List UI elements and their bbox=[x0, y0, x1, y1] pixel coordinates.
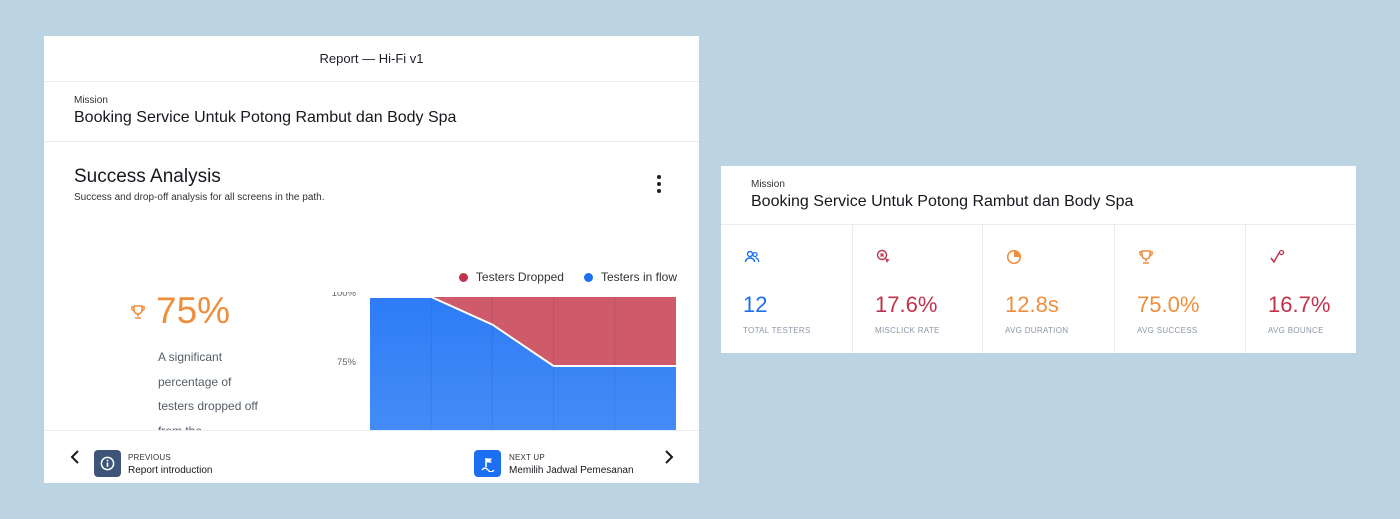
stat-misclick-rate: 17.6% MISCLICK RATE bbox=[853, 225, 983, 353]
legend-item-in-flow[interactable]: Testers in flow bbox=[583, 270, 677, 284]
next-arrow-icon[interactable] bbox=[662, 448, 676, 466]
series-area-testers-in-flow bbox=[370, 297, 676, 432]
stat-avg-success: 75.0% AVG SUCCESS bbox=[1115, 225, 1246, 353]
chart-legend: Testers Dropped Testers in flow bbox=[458, 270, 677, 284]
stat-total-testers: 12 TOTAL TESTERS bbox=[721, 225, 853, 353]
users-icon bbox=[744, 250, 760, 263]
series-area-testers-dropped bbox=[370, 297, 676, 366]
flow-boundary-line bbox=[370, 296, 676, 367]
success-description: A significant percentage of testers drop… bbox=[158, 350, 258, 438]
section-subtitle: Success and drop-off analysis for all sc… bbox=[74, 192, 325, 203]
misclick-icon bbox=[876, 249, 890, 263]
next-screen-tile[interactable] bbox=[474, 450, 501, 477]
stat-label: AVG BOUNCE bbox=[1268, 326, 1324, 335]
trophy-icon bbox=[131, 305, 145, 319]
legend-dot-in-flow bbox=[583, 272, 593, 282]
stat-value: 12 bbox=[743, 292, 768, 317]
report-navigation: PREVIOUS Report introduction NEXT UP Mem… bbox=[44, 430, 699, 483]
section-title: Success Analysis bbox=[74, 166, 221, 187]
stat-label: AVG DURATION bbox=[1005, 326, 1069, 335]
mission-title: Booking Service Untuk Potong Rambut dan … bbox=[74, 109, 457, 126]
pie-clock-icon bbox=[1006, 249, 1022, 265]
stat-value: 16.7% bbox=[1268, 292, 1331, 317]
legend-label-in-flow: Testers in flow bbox=[600, 270, 677, 284]
stats-row: 12 TOTAL TESTERS 17.6% MISCLICK RATE 12.… bbox=[721, 225, 1356, 353]
stat-avg-duration: 12.8s AVG DURATION bbox=[983, 225, 1115, 353]
stat-label: TOTAL TESTERS bbox=[743, 326, 811, 335]
stat-value: 17.6% bbox=[875, 292, 938, 317]
previous-link[interactable]: Report introduction bbox=[128, 465, 213, 476]
mission-section: Mission Booking Service Untuk Potong Ram… bbox=[44, 82, 699, 142]
bounce-icon bbox=[1270, 249, 1285, 264]
stat-value: 75.0% bbox=[1137, 292, 1200, 317]
next-link[interactable]: Memilih Jadwal Pemesanan bbox=[509, 465, 634, 476]
stat-value: 12.8s bbox=[1005, 292, 1059, 317]
mission-label: Mission bbox=[74, 95, 108, 106]
success-analysis-section: Success Analysis Success and drop-off an… bbox=[44, 142, 699, 438]
summary-panel: Mission Booking Service Untuk Potong Ram… bbox=[721, 166, 1356, 353]
summary-mission-label: Mission bbox=[751, 179, 785, 190]
previous-arrow-icon[interactable] bbox=[68, 448, 82, 466]
report-panel: Report — Hi-Fi v1 Mission Booking Servic… bbox=[44, 36, 699, 483]
stat-label: MISCLICK RATE bbox=[875, 326, 940, 335]
next-kicker: NEXT UP bbox=[509, 453, 545, 462]
stat-label: AVG SUCCESS bbox=[1137, 326, 1198, 335]
info-tile[interactable] bbox=[94, 450, 121, 477]
success-percentage: 75% bbox=[156, 290, 231, 331]
info-icon bbox=[100, 456, 115, 471]
legend-dot-dropped bbox=[458, 272, 468, 282]
more-options-icon[interactable] bbox=[655, 175, 663, 193]
summary-mission-title: Booking Service Untuk Potong Rambut dan … bbox=[751, 193, 1134, 210]
success-flow-chart: 100% 75% bbox=[332, 292, 676, 432]
report-title: Report — Hi-Fi v1 bbox=[319, 51, 424, 66]
previous-kicker: PREVIOUS bbox=[128, 453, 171, 462]
y-tick-label: 100% bbox=[332, 292, 357, 299]
report-header: Report — Hi-Fi v1 bbox=[44, 36, 699, 82]
legend-label-dropped: Testers Dropped bbox=[475, 270, 564, 284]
summary-mission-section: Mission Booking Service Untuk Potong Ram… bbox=[721, 166, 1356, 225]
y-tick-label: 75% bbox=[337, 357, 357, 368]
legend-item-dropped[interactable]: Testers Dropped bbox=[458, 270, 564, 284]
stat-avg-bounce: 16.7% AVG BOUNCE bbox=[1246, 225, 1356, 353]
flag-icon bbox=[480, 457, 495, 472]
trophy-icon bbox=[1139, 250, 1153, 264]
